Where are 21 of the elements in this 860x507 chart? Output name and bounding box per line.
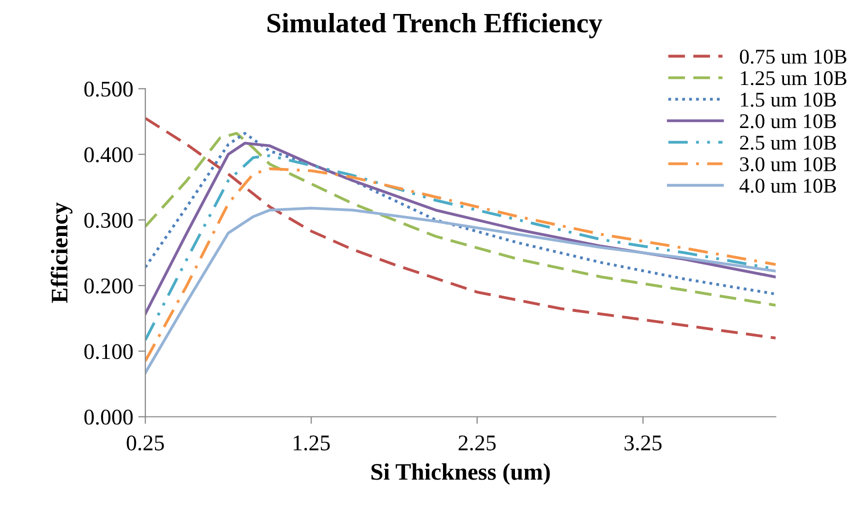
x-tick-label: 3.25 [624,436,662,451]
chart-title: Simulated Trench Efficiency [268,12,602,38]
y-tick-label: 0.400 [84,147,133,162]
x-tick-label: 1.25 [294,436,330,451]
y-tick-label: 0.000 [84,410,133,425]
legend-label: 2.0 um 10B [740,114,836,128]
y-axis-title: Efficiency [50,202,72,303]
legend-label: 1.5 um 10B [740,92,836,107]
x-tick-label: 0.25 [126,435,164,451]
x-tick-label: 2.25 [458,436,496,451]
legend-label: 0.75 um 10B [740,50,846,64]
y-tick-label: 0.200 [84,278,133,294]
y-tick-label: 0.500 [84,82,133,97]
line-series [145,206,776,374]
legend-label: 4.0 um 10B [740,178,836,193]
legend-label: 3.0 um 10B [740,157,836,172]
legend-label: 2.5 um 10B [740,136,836,150]
legend-label: 1.25 um 10B [740,71,846,86]
y-tick-label: 0.300 [84,212,133,228]
x-axis-title: Si Thickness (um) [371,463,550,485]
y-tick-label: 0.100 [84,344,133,360]
